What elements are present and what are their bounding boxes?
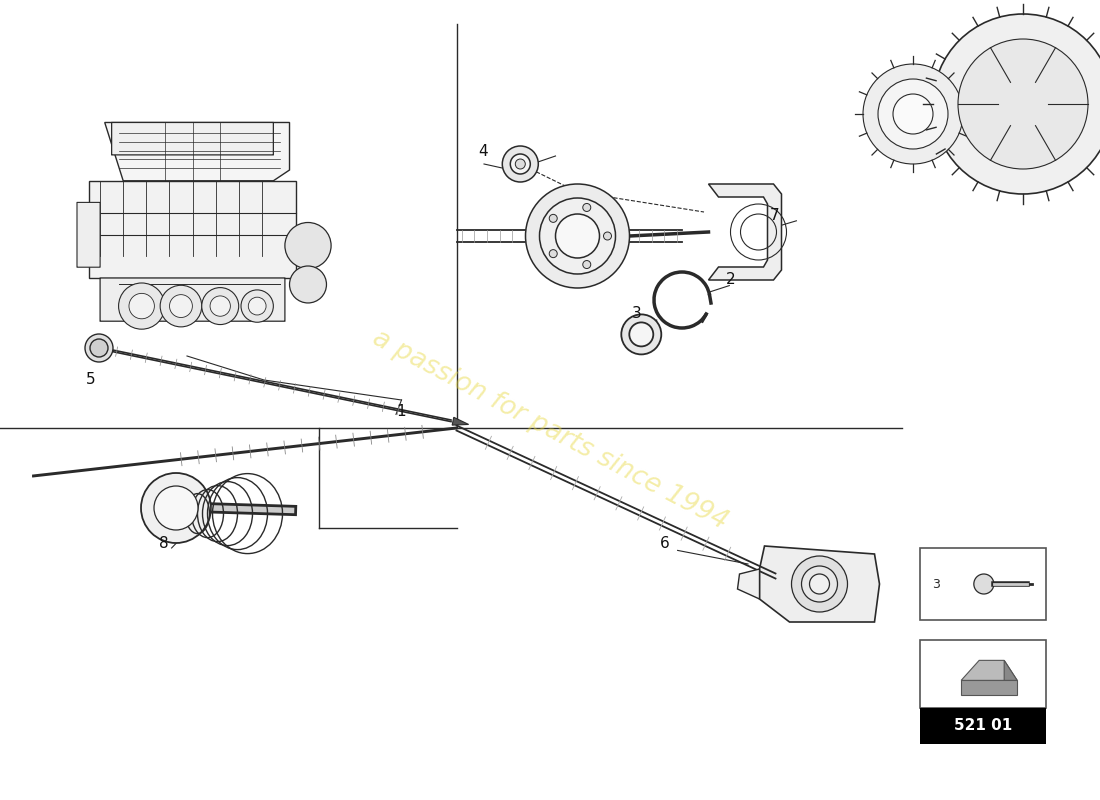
Circle shape bbox=[141, 473, 211, 543]
Polygon shape bbox=[737, 569, 759, 599]
Circle shape bbox=[556, 214, 600, 258]
Circle shape bbox=[549, 250, 558, 258]
Text: 6: 6 bbox=[660, 536, 670, 551]
Polygon shape bbox=[104, 122, 289, 181]
FancyBboxPatch shape bbox=[920, 548, 1046, 620]
FancyBboxPatch shape bbox=[77, 202, 100, 267]
Text: 3: 3 bbox=[932, 578, 940, 590]
Text: 4: 4 bbox=[478, 144, 488, 159]
Circle shape bbox=[241, 290, 274, 322]
Circle shape bbox=[583, 261, 591, 269]
Circle shape bbox=[526, 184, 629, 288]
Circle shape bbox=[210, 296, 230, 316]
Circle shape bbox=[249, 297, 266, 315]
Bar bbox=[920, 708, 1046, 744]
Polygon shape bbox=[961, 660, 1018, 680]
Text: 7: 7 bbox=[770, 208, 780, 223]
Text: 5: 5 bbox=[86, 372, 96, 387]
FancyBboxPatch shape bbox=[920, 640, 1046, 708]
Circle shape bbox=[802, 566, 837, 602]
Polygon shape bbox=[1004, 660, 1018, 680]
Circle shape bbox=[583, 203, 591, 211]
Circle shape bbox=[792, 556, 847, 612]
Circle shape bbox=[810, 574, 829, 594]
Circle shape bbox=[161, 286, 201, 327]
Circle shape bbox=[549, 214, 558, 222]
Circle shape bbox=[998, 79, 1048, 129]
Circle shape bbox=[604, 232, 612, 240]
FancyBboxPatch shape bbox=[100, 278, 285, 322]
Circle shape bbox=[119, 283, 165, 329]
Circle shape bbox=[510, 154, 530, 174]
Circle shape bbox=[154, 486, 198, 530]
Circle shape bbox=[85, 334, 113, 362]
Circle shape bbox=[878, 79, 948, 149]
Polygon shape bbox=[759, 546, 880, 622]
Circle shape bbox=[503, 146, 538, 182]
Circle shape bbox=[201, 288, 239, 325]
Text: a passion for parts since 1994: a passion for parts since 1994 bbox=[368, 325, 732, 535]
Circle shape bbox=[933, 14, 1100, 194]
Text: 8: 8 bbox=[160, 536, 169, 551]
Polygon shape bbox=[452, 418, 469, 425]
Circle shape bbox=[958, 39, 1088, 169]
Circle shape bbox=[974, 574, 993, 594]
Circle shape bbox=[169, 294, 192, 318]
Polygon shape bbox=[961, 680, 1018, 695]
Circle shape bbox=[864, 64, 962, 164]
Circle shape bbox=[621, 314, 661, 354]
Text: 521 01: 521 01 bbox=[954, 718, 1012, 734]
Polygon shape bbox=[708, 184, 781, 280]
Circle shape bbox=[90, 339, 108, 357]
Circle shape bbox=[129, 294, 154, 318]
Text: 1: 1 bbox=[396, 404, 406, 419]
Circle shape bbox=[285, 222, 331, 269]
Circle shape bbox=[289, 266, 327, 303]
Circle shape bbox=[515, 159, 526, 169]
Text: 2: 2 bbox=[726, 272, 736, 287]
Circle shape bbox=[978, 59, 1068, 149]
Circle shape bbox=[893, 94, 933, 134]
Circle shape bbox=[629, 322, 653, 346]
FancyBboxPatch shape bbox=[111, 122, 274, 155]
Bar bbox=[88, 181, 296, 278]
Text: 3: 3 bbox=[631, 306, 641, 322]
Circle shape bbox=[539, 198, 616, 274]
